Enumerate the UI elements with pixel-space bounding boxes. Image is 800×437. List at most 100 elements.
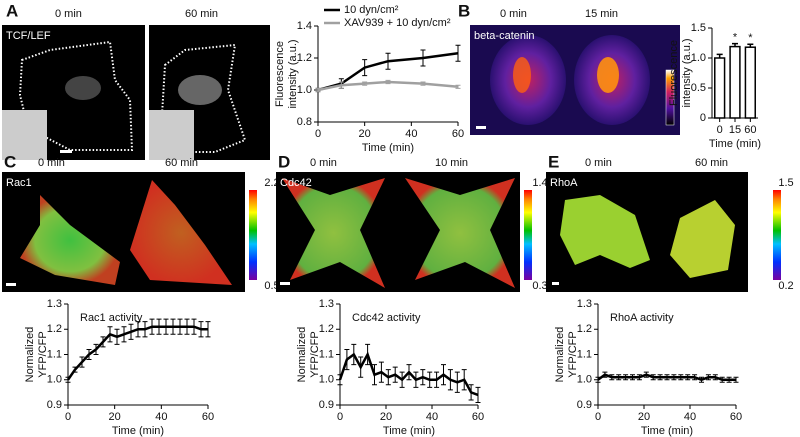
stain-label: TCF/LEF — [6, 30, 51, 42]
scale-bar — [476, 126, 486, 129]
cell — [670, 200, 735, 278]
y-tick-label: 0.9 — [319, 399, 334, 411]
x-tick-label: 15 — [729, 124, 741, 136]
colorbar-min: 0.2 — [778, 280, 793, 292]
x-axis-label: Time (min) — [641, 425, 693, 437]
y-tick-label: 1.1 — [319, 348, 334, 360]
scale-bar — [60, 150, 72, 153]
colorbar — [665, 69, 675, 126]
x-tick-label: 20 — [380, 411, 392, 423]
annotation: * — [748, 32, 753, 44]
x-tick-label: 0 — [315, 128, 321, 140]
caption: 0 min — [55, 8, 82, 20]
x-tick-label: 60 — [744, 124, 756, 136]
x-tick-label: 20 — [359, 128, 371, 140]
x-tick-label: 40 — [684, 411, 696, 423]
x-axis-label: Time (min) — [112, 425, 164, 437]
cell — [130, 180, 232, 285]
y-axis-label: YFP/CFP — [567, 331, 579, 377]
y-tick-label: 1.3 — [319, 298, 334, 310]
x-tick-label: 60 — [452, 128, 464, 140]
x-axis-label: Time (min) — [362, 142, 414, 154]
x-tick-label: 60 — [472, 411, 484, 423]
panel-label: B — [458, 1, 470, 20]
series-line — [317, 51, 459, 92]
legend-label: XAV939 + 10 dyn/cm² — [344, 17, 451, 29]
stain-label: RhoA — [550, 177, 578, 189]
panel-label: C — [4, 152, 16, 171]
scale-bar — [552, 282, 559, 285]
nucleus — [178, 75, 222, 105]
panel-label: E — [548, 152, 559, 171]
y-tick-label: 1.5 — [691, 22, 706, 34]
caption: 60 min — [695, 157, 728, 169]
colorbar-min: 0.3 — [532, 280, 547, 292]
colorbar-max: 2.2 — [264, 177, 279, 189]
caption: 15 min — [585, 8, 618, 20]
caption: 0 min — [585, 157, 612, 169]
y-axis-label: intensity (a.u.) — [287, 39, 299, 108]
x-tick-label: 0 — [595, 411, 601, 423]
y-tick-label: 0.9 — [47, 399, 62, 411]
y-tick-label: 0.5 — [691, 82, 706, 94]
colorbar — [773, 190, 781, 280]
bar — [714, 57, 726, 119]
cell — [20, 195, 120, 285]
series-line — [597, 373, 736, 382]
x-tick-label: 60 — [730, 411, 742, 423]
y-tick-label: 1.3 — [577, 298, 592, 310]
cell — [282, 178, 385, 288]
y-axis-label: Fluorescence — [274, 41, 286, 107]
y-tick-label: 1.0 — [47, 374, 62, 386]
y-axis-label: Fluorescence — [668, 40, 680, 106]
x-tick-label: 40 — [426, 411, 438, 423]
annotation: * — [733, 32, 738, 44]
y-tick-label: 1.4 — [297, 20, 312, 32]
y-axis-label: YFP/CFP — [309, 331, 321, 377]
x-tick-label: 0 — [717, 124, 723, 136]
x-tick-label: 0 — [65, 411, 71, 423]
y-tick-label: 1.3 — [47, 298, 62, 310]
series-line — [338, 351, 479, 397]
bar — [744, 46, 756, 119]
inset — [2, 110, 47, 160]
chart-title: Cdc42 activity — [352, 312, 421, 324]
series-line — [317, 80, 459, 92]
colorbar-max: 1.5 — [778, 177, 793, 189]
colorbar — [524, 190, 532, 280]
y-axis-label: YFP/CFP — [37, 331, 49, 377]
caption: 0 min — [38, 157, 65, 169]
caption: 0 min — [500, 8, 527, 20]
x-tick-label: 60 — [202, 411, 214, 423]
x-tick-label: 40 — [405, 128, 417, 140]
caption: 60 min — [165, 157, 198, 169]
y-axis-label: Normalized — [296, 327, 308, 383]
y-tick-label: 1.1 — [577, 348, 592, 360]
series-line — [66, 325, 208, 381]
y-tick-label: 1.2 — [577, 323, 592, 335]
stain-label: Cdc42 — [280, 177, 312, 189]
y-tick-label: 1.2 — [297, 52, 312, 64]
y-axis-label: intensity (a.u.) — [681, 38, 693, 107]
error-bar — [716, 53, 723, 58]
caption: 60 min — [185, 8, 218, 20]
x-tick-label: 0 — [337, 411, 343, 423]
y-tick-label: 1.0 — [297, 84, 312, 96]
y-tick-label: 0.9 — [577, 399, 592, 411]
colorbar — [249, 190, 257, 280]
nucleus — [513, 57, 531, 93]
scale-bar — [6, 283, 16, 286]
nucleus — [597, 57, 619, 93]
chart-title: Rac1 activity — [80, 312, 143, 324]
y-tick-label: 1.2 — [47, 323, 62, 335]
bar — [729, 45, 741, 119]
y-tick-label: 1.2 — [319, 323, 334, 335]
y-tick-label: 1.0 — [691, 52, 706, 64]
colorbar-max: 1.4 — [532, 177, 547, 189]
y-tick-label: 0.8 — [297, 116, 312, 128]
x-tick-label: 20 — [109, 411, 121, 423]
y-tick-label: 1.0 — [577, 374, 592, 386]
x-axis-label: Time (min) — [709, 138, 761, 150]
error-bar — [747, 43, 754, 48]
